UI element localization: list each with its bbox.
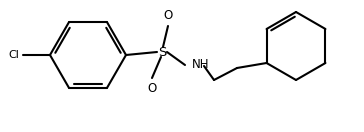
Text: Cl: Cl <box>8 50 19 60</box>
Text: O: O <box>147 82 157 95</box>
Text: O: O <box>163 9 173 22</box>
Text: S: S <box>158 46 166 58</box>
Text: NH: NH <box>192 58 210 72</box>
